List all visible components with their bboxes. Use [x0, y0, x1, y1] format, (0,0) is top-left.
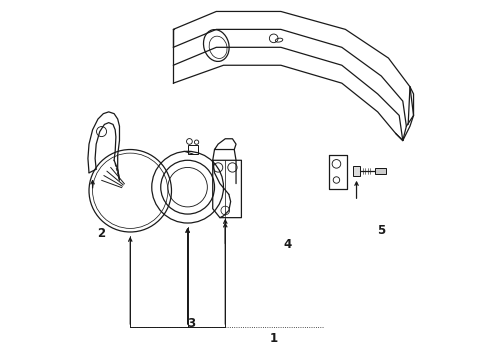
Bar: [188, 145, 198, 154]
Text: 3: 3: [187, 317, 196, 330]
Text: 5: 5: [377, 224, 386, 237]
Bar: [375, 168, 386, 174]
Text: 4: 4: [284, 238, 292, 251]
Text: 2: 2: [98, 227, 106, 240]
Text: 1: 1: [270, 332, 278, 345]
Bar: [353, 166, 361, 176]
